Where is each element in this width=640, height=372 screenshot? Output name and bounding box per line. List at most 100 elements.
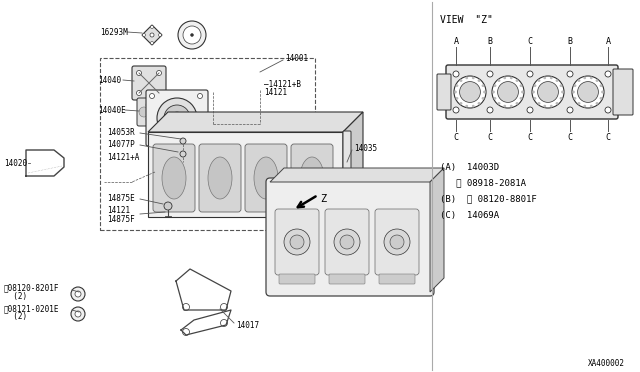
Circle shape bbox=[584, 105, 586, 108]
Circle shape bbox=[456, 97, 458, 99]
Circle shape bbox=[460, 102, 462, 105]
FancyBboxPatch shape bbox=[329, 274, 365, 284]
Text: 14053R: 14053R bbox=[107, 128, 135, 137]
Text: C: C bbox=[568, 132, 573, 141]
Circle shape bbox=[560, 84, 563, 87]
Circle shape bbox=[198, 138, 202, 142]
Circle shape bbox=[75, 291, 81, 297]
Text: 14121+A: 14121+A bbox=[107, 153, 140, 161]
FancyBboxPatch shape bbox=[379, 274, 415, 284]
Circle shape bbox=[572, 76, 604, 108]
Text: (B)  Ⓑ 08120-8801F: (B) Ⓑ 08120-8801F bbox=[440, 195, 537, 203]
Circle shape bbox=[182, 304, 189, 311]
Text: 14035: 14035 bbox=[354, 144, 377, 153]
FancyBboxPatch shape bbox=[275, 209, 319, 275]
Circle shape bbox=[146, 100, 156, 110]
Circle shape bbox=[605, 107, 611, 113]
Circle shape bbox=[390, 235, 404, 249]
Circle shape bbox=[221, 320, 227, 327]
Circle shape bbox=[150, 26, 154, 29]
Text: (2): (2) bbox=[4, 312, 27, 321]
FancyBboxPatch shape bbox=[279, 274, 315, 284]
Circle shape bbox=[504, 77, 506, 79]
Text: (2): (2) bbox=[4, 292, 27, 301]
Circle shape bbox=[472, 77, 474, 79]
Circle shape bbox=[221, 304, 227, 311]
Circle shape bbox=[498, 102, 500, 105]
Circle shape bbox=[602, 91, 604, 93]
Circle shape bbox=[600, 97, 602, 99]
Circle shape bbox=[75, 311, 81, 317]
Text: Ⓑ08120-8201F: Ⓑ08120-8201F bbox=[4, 283, 60, 292]
Circle shape bbox=[584, 77, 586, 79]
Text: C: C bbox=[527, 36, 532, 45]
Circle shape bbox=[577, 81, 598, 102]
Circle shape bbox=[497, 81, 518, 102]
Circle shape bbox=[534, 97, 536, 99]
Text: 14020: 14020 bbox=[4, 158, 27, 167]
Circle shape bbox=[139, 107, 149, 117]
Text: C: C bbox=[605, 132, 611, 141]
Ellipse shape bbox=[254, 157, 278, 199]
Text: 14121: 14121 bbox=[107, 205, 130, 215]
Ellipse shape bbox=[208, 157, 232, 199]
Circle shape bbox=[532, 91, 534, 93]
Circle shape bbox=[164, 105, 190, 131]
Text: C: C bbox=[527, 132, 532, 141]
Circle shape bbox=[460, 81, 481, 102]
Circle shape bbox=[180, 151, 186, 157]
Circle shape bbox=[150, 93, 154, 99]
Text: 14001: 14001 bbox=[285, 54, 308, 62]
FancyBboxPatch shape bbox=[132, 66, 166, 100]
Circle shape bbox=[538, 102, 540, 105]
Circle shape bbox=[510, 77, 513, 79]
Polygon shape bbox=[430, 168, 444, 292]
Circle shape bbox=[183, 26, 201, 44]
Circle shape bbox=[487, 71, 493, 77]
Text: 14040E: 14040E bbox=[98, 106, 125, 115]
Circle shape bbox=[600, 84, 602, 87]
Circle shape bbox=[136, 90, 141, 96]
Circle shape bbox=[556, 102, 558, 105]
Circle shape bbox=[504, 105, 506, 108]
Circle shape bbox=[157, 98, 197, 138]
Circle shape bbox=[487, 107, 493, 113]
FancyBboxPatch shape bbox=[291, 144, 333, 212]
Circle shape bbox=[157, 90, 161, 96]
Circle shape bbox=[596, 102, 598, 105]
Circle shape bbox=[561, 91, 564, 93]
Circle shape bbox=[590, 105, 593, 108]
Circle shape bbox=[572, 91, 575, 93]
Circle shape bbox=[556, 80, 558, 82]
Circle shape bbox=[157, 71, 161, 76]
Text: Z: Z bbox=[320, 194, 326, 204]
FancyBboxPatch shape bbox=[437, 74, 451, 110]
FancyBboxPatch shape bbox=[153, 144, 195, 212]
Circle shape bbox=[573, 97, 576, 99]
Circle shape bbox=[492, 91, 495, 93]
Circle shape bbox=[456, 84, 458, 87]
Text: C: C bbox=[488, 132, 493, 141]
Circle shape bbox=[150, 33, 154, 37]
Circle shape bbox=[340, 235, 354, 249]
Text: A: A bbox=[454, 36, 458, 45]
Circle shape bbox=[493, 97, 496, 99]
FancyBboxPatch shape bbox=[613, 69, 633, 115]
Circle shape bbox=[191, 33, 193, 36]
Circle shape bbox=[538, 80, 540, 82]
Text: A: A bbox=[605, 36, 611, 45]
Circle shape bbox=[493, 84, 496, 87]
Circle shape bbox=[465, 105, 468, 108]
FancyBboxPatch shape bbox=[325, 209, 369, 275]
Circle shape bbox=[136, 71, 141, 76]
Circle shape bbox=[178, 21, 206, 49]
Text: VIEW  "Z": VIEW "Z" bbox=[440, 15, 493, 25]
Text: ⓓ 08918-2081A: ⓓ 08918-2081A bbox=[440, 179, 526, 187]
FancyBboxPatch shape bbox=[266, 178, 434, 296]
Ellipse shape bbox=[162, 157, 186, 199]
Text: —14121+B: —14121+B bbox=[264, 80, 301, 89]
Circle shape bbox=[150, 42, 154, 45]
Circle shape bbox=[146, 114, 156, 124]
FancyBboxPatch shape bbox=[446, 65, 618, 119]
Polygon shape bbox=[343, 112, 363, 217]
